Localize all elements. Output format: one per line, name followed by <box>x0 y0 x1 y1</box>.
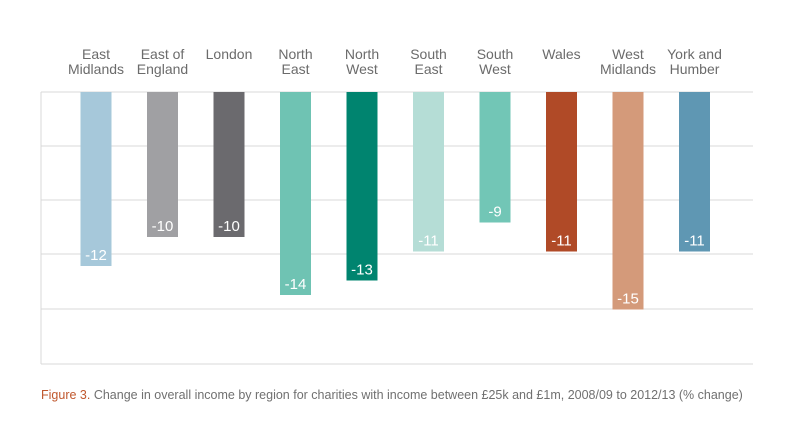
category-label-6-0: South <box>477 46 514 62</box>
bar-4 <box>346 92 378 281</box>
caption-text: Change in overall income by region for c… <box>90 388 743 402</box>
category-label-4-0: North <box>345 46 379 62</box>
category-label-7-0: Wales <box>542 46 580 62</box>
category-label-3-0: North <box>278 46 312 62</box>
category-label-1-1: England <box>137 61 188 77</box>
category-label-1-0: East of <box>141 46 185 62</box>
value-label-1: -10 <box>152 218 174 235</box>
value-label-8: -15 <box>617 291 639 308</box>
bar-6 <box>479 92 511 223</box>
value-label-6: -9 <box>488 204 501 221</box>
category-label-6-1: West <box>479 61 511 77</box>
bar-1 <box>147 92 178 237</box>
value-label-2: -10 <box>218 218 240 235</box>
value-label-0: -12 <box>85 247 107 264</box>
bar-0 <box>80 92 112 266</box>
bar-3 <box>280 92 311 295</box>
category-label-5-1: East <box>414 61 442 77</box>
bar-5 <box>413 92 444 252</box>
category-label-2-0: London <box>206 46 253 62</box>
category-label-4-1: West <box>346 61 378 77</box>
category-label-5-0: South <box>410 46 447 62</box>
value-label-9: -11 <box>684 233 705 250</box>
value-label-5: -11 <box>418 233 439 250</box>
category-label-8-1: Midlands <box>600 61 656 77</box>
category-label-9-0: York and <box>667 46 722 62</box>
figure-label: Figure 3. <box>41 388 91 402</box>
value-label-3: -14 <box>285 276 307 293</box>
category-label-3-1: East <box>281 61 309 77</box>
bar-9 <box>679 92 710 252</box>
category-label-0-1: Midlands <box>68 61 124 77</box>
figure-caption: Figure 3. Change in overall income by re… <box>41 388 781 402</box>
category-label-9-1: Humber <box>670 61 720 77</box>
category-label-8-0: West <box>612 46 644 62</box>
bar-8 <box>612 92 644 310</box>
value-label-7: -11 <box>551 233 572 250</box>
category-label-0-0: East <box>82 46 110 62</box>
value-label-4: -13 <box>351 262 373 279</box>
bar-7 <box>546 92 577 252</box>
bar-2 <box>213 92 245 237</box>
